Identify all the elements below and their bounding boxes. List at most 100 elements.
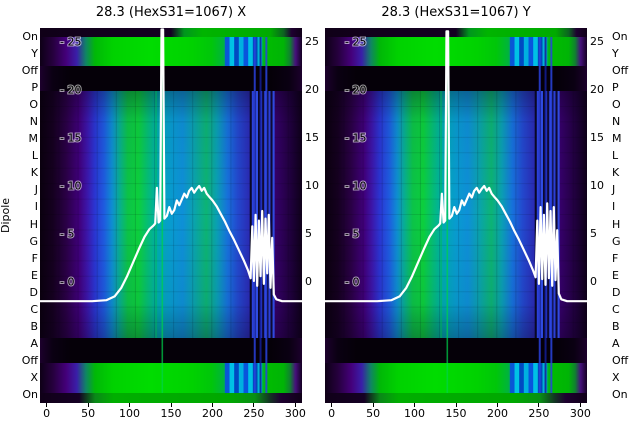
left-row-labels: On Y Off P O N M L K J I H G F E D C B A Off X On <box>10 28 38 403</box>
row-label: On <box>612 30 628 44</box>
right-y-tick-label: 25 <box>305 35 319 48</box>
x-tick-mark <box>170 403 172 407</box>
row-label: C <box>612 302 620 316</box>
right-y-tick-label: 15 <box>305 131 319 144</box>
inner-y-tick-label: - 15 <box>60 132 81 145</box>
row-label: X <box>30 370 38 384</box>
row-label: Y <box>612 47 619 61</box>
row-label: H <box>29 217 38 231</box>
heatmap-band <box>325 66 587 91</box>
x-tick-mark <box>129 403 131 407</box>
row-label: D <box>612 285 621 299</box>
x-tick-mark <box>87 403 89 407</box>
right-row-labels: On Y Off P O N M L K J I H G F E D C B A Off X On <box>612 28 640 403</box>
inner-y-tick-label: - 10 <box>345 180 366 193</box>
panel-y-title: 28.3 (HexS31=1067) Y <box>381 5 531 20</box>
row-label: D <box>29 285 38 299</box>
heatmap-band <box>325 338 587 363</box>
heatmap-band <box>40 338 302 363</box>
x-tick-mark <box>414 403 416 407</box>
heatmap-band <box>40 393 302 403</box>
right-y-tick-label: 5 <box>590 227 597 240</box>
heatmap-band <box>325 393 587 403</box>
row-label: H <box>612 217 621 231</box>
x-tick-label: 200 <box>201 407 223 420</box>
right-y-tick-label: 0 <box>305 275 312 288</box>
inner-y-tick-label: - 5 <box>345 228 359 241</box>
x-tick-label: 150 <box>160 407 182 420</box>
row-label: Off <box>21 64 38 78</box>
x-tick-label: 300 <box>284 407 306 420</box>
right-y-tick-label: 10 <box>590 179 604 192</box>
row-label: F <box>612 251 619 265</box>
x-tick-mark <box>538 403 540 407</box>
x-tick-label: 200 <box>486 407 508 420</box>
row-label: B <box>30 319 38 333</box>
row-label: Off <box>21 353 38 367</box>
inner-y-tick-label: - 5 <box>60 228 74 241</box>
row-label: I <box>612 200 616 214</box>
x-tick-mark <box>294 403 296 407</box>
row-label: O <box>612 98 621 112</box>
row-label: X <box>612 370 620 384</box>
right-y-tick-label: 20 <box>305 83 319 96</box>
row-label: On <box>22 30 38 44</box>
panel-x: 28.3 (HexS31=1067) X - 25 - 20 - 15 - 10 - 5… <box>40 0 302 403</box>
right-y-tick-label: 20 <box>590 83 604 96</box>
panel-y: 28.3 (HexS31=1067) Y - 25 - 20 - 15 - 10 - 5… <box>325 0 587 403</box>
overlay-curve <box>40 28 302 303</box>
row-label: M <box>612 132 622 146</box>
row-label: A <box>30 336 38 350</box>
row-label: C <box>30 302 38 316</box>
row-label: M <box>28 132 39 146</box>
x-tick-label: 0 <box>328 407 336 420</box>
row-label: J <box>612 183 616 197</box>
row-label: E <box>31 268 38 282</box>
heatmap-band <box>40 28 302 37</box>
x-tick-mark <box>253 403 255 407</box>
x-tick-mark <box>46 403 48 407</box>
row-label: G <box>29 234 38 248</box>
overlay-curve <box>325 30 587 303</box>
row-label: On <box>22 388 38 401</box>
right-y-tick-label: 5 <box>305 227 312 240</box>
heatmap-band <box>40 66 302 91</box>
row-label: N <box>29 115 38 129</box>
x-tick-mark <box>455 403 457 407</box>
row-label: On <box>612 388 628 401</box>
row-label: Off <box>612 353 629 367</box>
x-tick-label: 100 <box>404 407 426 420</box>
row-label: B <box>612 319 620 333</box>
inner-y-tick-label: - 25 <box>345 36 366 49</box>
row-label: Y <box>31 47 38 61</box>
x-tick-label: 100 <box>119 407 141 420</box>
inner-y-tick-label: - 0 <box>60 276 74 289</box>
right-y-tick-label: 25 <box>590 35 604 48</box>
heatmap-band <box>325 28 587 37</box>
x-tick-label: 50 <box>366 407 381 420</box>
row-label: E <box>612 268 619 282</box>
right-y-tick-label: 10 <box>305 179 319 192</box>
inner-y-tick-label: - 15 <box>345 132 366 145</box>
row-label: J <box>34 183 38 197</box>
heatmap-band <box>325 363 587 393</box>
row-label: K <box>612 166 620 180</box>
row-label: F <box>31 251 38 265</box>
x-tick-label: 250 <box>243 407 265 420</box>
row-label: N <box>612 115 621 129</box>
x-tick-label: 50 <box>81 407 96 420</box>
right-y-tick-label: 15 <box>590 131 604 144</box>
inner-y-tick-label: - 10 <box>60 180 81 193</box>
row-label: L <box>612 149 619 163</box>
row-label: G <box>612 234 621 248</box>
inner-y-tick-label: - 20 <box>345 84 366 97</box>
x-tick-mark <box>496 403 498 407</box>
panel-x-title: 28.3 (HexS31=1067) X <box>95 5 247 20</box>
row-label: P <box>612 81 619 95</box>
row-label: O <box>29 98 38 112</box>
x-tick-label: 0 <box>43 407 51 420</box>
x-tick-mark <box>331 403 333 407</box>
row-label: K <box>30 166 38 180</box>
row-label: L <box>31 149 38 163</box>
